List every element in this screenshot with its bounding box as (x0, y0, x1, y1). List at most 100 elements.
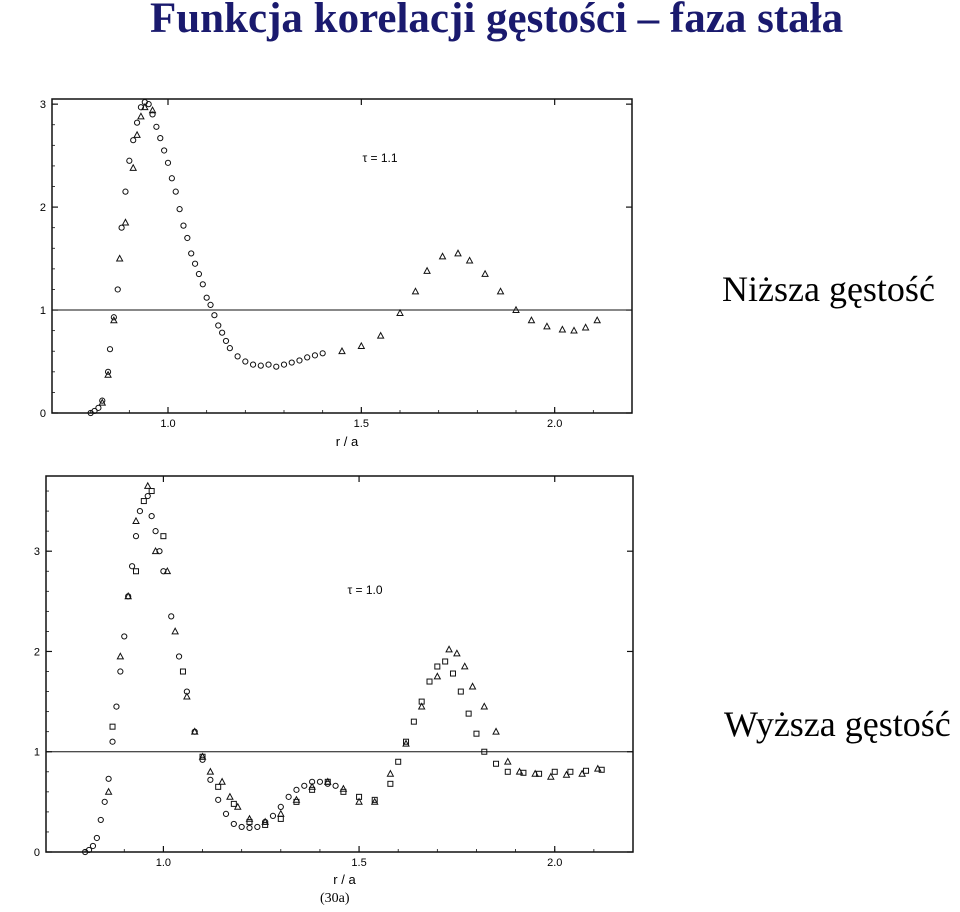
data-point-triangle (492, 727, 500, 735)
data-point-circle (106, 346, 114, 353)
data-point-circle (121, 633, 128, 640)
data-point-triangle (218, 777, 226, 785)
data-point-circle (211, 312, 218, 319)
data-point-triangle (148, 106, 157, 114)
tau-annotation: τ = 1.0 (347, 583, 382, 597)
data-point-triangle (233, 802, 242, 810)
data-point-circle (128, 563, 136, 570)
data-point-circle (304, 354, 311, 361)
data-point-circle (203, 294, 210, 301)
data-point-triangle (116, 652, 125, 660)
x-tick-label: 1.5 (351, 857, 366, 869)
data-point-triangle (543, 322, 551, 330)
data-point-square (442, 658, 449, 665)
data-point-circle (99, 397, 106, 404)
data-point-triangle (323, 777, 332, 785)
data-point-circle (180, 222, 187, 229)
data-point-circle (144, 492, 151, 500)
higher-density-label: Wyższa gęstość (724, 704, 951, 744)
y-tick-label: 3 (40, 99, 46, 111)
data-point-triangle (445, 645, 453, 653)
data-point-triangle (527, 316, 536, 324)
data-point-circle (152, 528, 159, 535)
data-point-circle (246, 824, 253, 832)
data-point-triangle (465, 256, 474, 264)
data-point-circle (222, 337, 230, 345)
data-point-circle (101, 798, 108, 805)
data-point-triangle (245, 814, 254, 822)
data-point-circle (161, 147, 168, 154)
data-point-triangle (276, 809, 285, 817)
data-point-triangle (468, 682, 477, 690)
data-point-triangle (496, 287, 505, 295)
data-point-square (230, 800, 237, 807)
data-point-square (277, 815, 284, 822)
data-point-triangle (593, 764, 602, 772)
data-point-circle (164, 159, 172, 166)
data-point-circle (234, 353, 241, 360)
data-point-circle (230, 820, 237, 828)
data-point-triangle (546, 772, 555, 780)
data-point-square (449, 670, 456, 677)
data-point-triangle (98, 398, 107, 406)
data-point-circle (199, 281, 206, 288)
data-point-circle (285, 793, 292, 800)
data-point-circle (207, 776, 214, 783)
data-point-triangle (593, 316, 602, 324)
x-axis-label: r / a (336, 434, 359, 449)
data-point-triangle (124, 592, 133, 600)
data-point-circle (113, 703, 120, 710)
data-point-circle (133, 119, 141, 126)
data-point-circle (249, 361, 257, 368)
data-point-circle (130, 137, 137, 144)
data-point-circle (215, 796, 222, 803)
data-point-triangle (338, 346, 346, 355)
x-axis-label: r / a (333, 872, 356, 887)
data-point-triangle (198, 752, 207, 760)
data-point-triangle (402, 739, 410, 747)
data-point-circle (168, 175, 175, 182)
data-point-square (583, 767, 590, 774)
data-point-circle (91, 407, 98, 415)
data-point-circle (191, 260, 199, 267)
tau-annotation: τ = 1.1 (362, 151, 397, 165)
page-title: Funkcja korelacji gęstości – faza stała (150, 0, 844, 42)
data-point-square (551, 768, 558, 775)
data-point-circle (222, 810, 230, 817)
data-point-triangle (503, 757, 512, 765)
data-point-circle (242, 358, 249, 365)
data-point-triangle (292, 795, 301, 803)
data-point-triangle (386, 769, 395, 777)
y-tick-label: 0 (34, 847, 40, 859)
data-point-circle (176, 206, 183, 213)
data-point-circle (118, 224, 125, 231)
y-tick-label: 1 (34, 747, 40, 759)
data-point-square (504, 768, 511, 775)
data-point-circle (126, 157, 133, 164)
data-point-square (109, 723, 116, 730)
data-point-triangle (558, 325, 567, 333)
data-point-circle (122, 188, 129, 195)
data-point-triangle (581, 323, 590, 331)
data-point-triangle (183, 692, 191, 700)
data-point-circle (199, 756, 206, 763)
data-point-square (387, 780, 394, 787)
data-point-triangle (133, 130, 141, 138)
data-point-circle (148, 513, 155, 520)
data-point-square (160, 533, 167, 540)
data-point-triangle (163, 566, 172, 575)
data-point-circle (95, 404, 102, 411)
data-point-circle (97, 816, 104, 824)
data-point-square (179, 668, 186, 675)
data-point-triangle (531, 769, 540, 777)
data-point-square (403, 738, 410, 745)
data-point-triangle (423, 266, 431, 274)
data-point-circle (277, 803, 284, 810)
data-point-square (309, 786, 316, 793)
data-point-circle (89, 842, 97, 850)
data-point-square (133, 568, 140, 575)
data-point-triangle (339, 784, 348, 792)
data-point-circle (226, 345, 233, 352)
data-point-square (410, 718, 417, 725)
